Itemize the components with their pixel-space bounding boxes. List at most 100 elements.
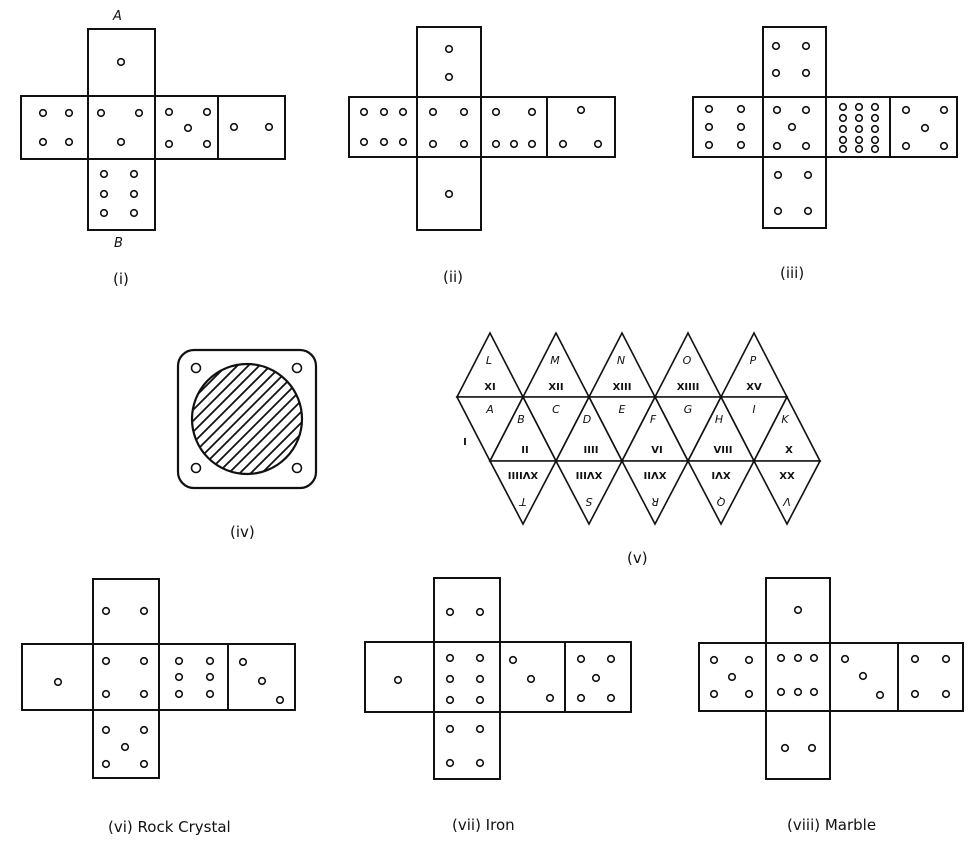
- pip: [381, 109, 388, 116]
- pip: [477, 676, 484, 683]
- pip: [361, 139, 368, 146]
- triangle-numeral: X: [785, 445, 793, 456]
- pip: [860, 673, 867, 680]
- pip: [101, 210, 108, 217]
- pip: [595, 141, 602, 148]
- caption-ii: (ii): [443, 268, 463, 286]
- die-face: [763, 27, 826, 97]
- pip: [773, 43, 780, 50]
- pip: [782, 745, 789, 752]
- pip: [746, 691, 753, 698]
- pip: [872, 115, 879, 122]
- pip: [461, 109, 468, 116]
- triangle-numeral: IIII: [584, 445, 599, 456]
- pip: [207, 691, 214, 698]
- die-face: [159, 644, 228, 710]
- triangle-letter: F: [650, 413, 657, 426]
- pip: [842, 656, 849, 663]
- pip: [477, 655, 484, 662]
- pip: [738, 106, 745, 113]
- pip: [774, 143, 781, 150]
- triangle-letter: E: [619, 403, 626, 416]
- pip: [461, 141, 468, 148]
- pip: [778, 655, 785, 662]
- pip: [840, 104, 847, 111]
- pip: [856, 115, 863, 122]
- pip: [166, 141, 173, 148]
- pip: [136, 110, 143, 117]
- triangle-letter: N: [617, 354, 625, 367]
- die-face: [22, 644, 93, 710]
- pip: [872, 126, 879, 133]
- pip: [775, 172, 782, 179]
- triangle-numeral: XIII: [613, 382, 632, 393]
- pip: [706, 142, 713, 149]
- pip: [131, 210, 138, 217]
- pip: [477, 726, 484, 733]
- pip: [166, 109, 173, 116]
- pip: [711, 691, 718, 698]
- pip: [856, 137, 863, 144]
- pip: [803, 43, 810, 50]
- pip: [446, 74, 453, 81]
- corner-hole: [192, 364, 201, 373]
- pip: [40, 139, 47, 146]
- pip: [773, 70, 780, 77]
- die-face: [763, 157, 826, 228]
- pip: [795, 655, 802, 662]
- corner-hole: [192, 464, 201, 473]
- pip: [447, 609, 454, 616]
- pip: [176, 658, 183, 665]
- triangle-numeral: XIIII: [677, 382, 700, 393]
- triangle-letter: R: [651, 495, 659, 508]
- pip: [176, 674, 183, 681]
- pip: [803, 70, 810, 77]
- pip: [66, 139, 73, 146]
- triangle-letter: K: [781, 413, 789, 426]
- pip: [811, 655, 818, 662]
- pip: [101, 191, 108, 198]
- caption-vi: (vi) Rock Crystal: [108, 818, 231, 836]
- pip: [118, 59, 125, 66]
- die-face: [898, 643, 963, 711]
- pip: [840, 146, 847, 153]
- pip: [103, 727, 110, 734]
- pip: [141, 727, 148, 734]
- pip: [103, 761, 110, 768]
- pip: [204, 109, 211, 116]
- pip: [400, 139, 407, 146]
- die-face: [349, 97, 417, 157]
- pip: [493, 109, 500, 116]
- triangle-numeral: XV: [746, 382, 762, 393]
- pip: [361, 109, 368, 116]
- die-face: [93, 644, 159, 710]
- triangle-numeral: VI: [651, 445, 662, 456]
- pip: [103, 608, 110, 615]
- net-label-b: B: [114, 236, 123, 251]
- die-face: [21, 96, 88, 159]
- pip: [775, 208, 782, 215]
- hatch-line: [27, 339, 187, 499]
- triangle-letter: C: [552, 403, 560, 416]
- pip: [231, 124, 238, 131]
- pip: [240, 659, 247, 666]
- pip: [943, 656, 950, 663]
- pip: [510, 657, 517, 664]
- pip: [447, 726, 454, 733]
- hatched-disc-figure: [27, 339, 462, 499]
- pip: [529, 141, 536, 148]
- die-face: [417, 27, 481, 97]
- caption-vii: (vii) Iron: [452, 816, 515, 834]
- pip: [803, 143, 810, 150]
- triangle-letter: P: [750, 354, 757, 367]
- pip: [477, 760, 484, 767]
- pip: [447, 697, 454, 704]
- triangle-numeral: XVI: [711, 469, 730, 480]
- pip: [447, 760, 454, 767]
- triangle-letter: H: [715, 413, 723, 426]
- pip: [738, 124, 745, 131]
- pip: [608, 656, 615, 663]
- pip: [277, 697, 284, 704]
- triangle-numeral: I: [463, 437, 467, 448]
- pip: [593, 675, 600, 682]
